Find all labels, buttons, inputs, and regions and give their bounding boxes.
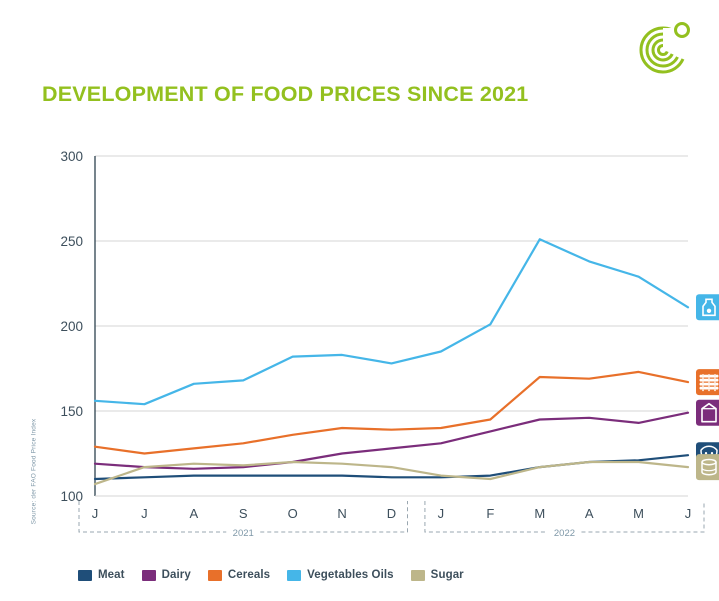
wheat-grain-l-1-2 [705,382,709,386]
sugar-jar-body [701,462,717,476]
x-axis-tick-1: J [141,506,148,521]
wheat-ears-icon [696,369,719,396]
x-axis-tick-0: J [92,506,99,521]
legend-swatch-vegetables-oils [287,569,302,581]
x-axis-tick-8: F [486,506,494,521]
year-label-0: 2021 [233,528,254,539]
fao-logo [637,18,695,76]
chart-legend: Meat Dairy Cereals Vegetables Oils Sugar [78,569,481,581]
wheat-grain-l-0-1 [699,378,703,382]
milk-carton-icon [696,399,719,426]
sugar-jar-level [701,467,717,472]
wheat-grain-l-1-0 [705,374,709,378]
legend-label-dairy: Dairy [161,569,191,581]
wheat-grain-r-2-0 [715,374,719,378]
y-axis-tick-100: 100 [60,489,83,504]
chart-container: 100 150 200 250 300 J J A S O N D J F M A M J 2021 2022 [0,130,719,550]
wheat-grain-l-1-1 [705,378,709,382]
legend-item-dairy: Dairy [141,569,191,581]
wheat-grain-l-2-1 [711,378,715,382]
year-bracket-1 [424,501,705,533]
x-axis-tick-9: M [534,506,545,521]
x-axis-tick-2: A [189,506,198,521]
legend-label-vegetables-oils: Vegetables Oils [307,569,394,581]
oil-bottle-icon-bg [696,294,719,321]
milk-carton-shape [701,402,717,423]
x-axis-tick-5: N [337,506,346,521]
legend-item-sugar: Sugar [410,569,464,581]
y-axis-tick-250: 250 [60,234,83,249]
y-axis-tick-200: 200 [60,319,83,334]
legend-swatch-dairy [141,569,156,581]
series-line-cereals [93,370,690,455]
x-axis-tick-12: J [685,506,692,521]
x-axis-tick-3: S [239,506,248,521]
series-line-sugar [93,460,690,486]
x-axis-tick-7: J [438,506,445,521]
wheat-grain-r-2-1 [715,378,719,382]
wheat-grain-l-2-2 [711,382,715,386]
sugar-jar-icon [696,454,719,481]
x-axis-tick-10: A [585,506,594,521]
legend-item-vegetables-oils: Vegetables Oils [287,569,394,581]
year-bracket-0 [78,501,408,533]
legend-item-meat: Meat [78,569,125,581]
series-line-vegetables-oils [93,238,690,406]
oil-bottle-icon [696,294,719,321]
y-axis-tick-150: 150 [60,404,83,419]
cow-eye-right [710,452,714,455]
legend-item-cereals: Cereals [207,569,271,581]
x-axis-tick-6: D [387,506,396,521]
wheat-grain-r-2-2 [715,382,719,386]
x-axis-tick-11: M [633,506,644,521]
wheat-grain-l-0-3 [699,386,703,390]
page-title: DEVELOPMENT OF FOOD PRICES SINCE 2021 [42,82,529,106]
wheat-grain-r-2-3 [715,386,719,390]
logo-dot [674,22,690,38]
legend-label-cereals: Cereals [227,569,271,581]
wheat-grain-l-1-3 [705,386,709,390]
oil-bottle-drop [706,308,712,313]
wheat-grain-l-2-3 [711,386,715,390]
legend-label-sugar: Sugar [430,569,464,581]
series-line-dairy [93,411,690,470]
wheat-grain-l-2-0 [711,374,715,378]
wheat-grain-l-0-2 [699,382,703,386]
year-label-1: 2022 [554,528,575,539]
cow-eye-left [704,452,708,455]
legend-swatch-cereals [207,569,222,581]
legend-swatch-meat [78,569,92,581]
oil-bottle-shape [702,298,716,317]
line-chart: 100 150 200 250 300 J J A S O N D J F M A M J 2021 2022 [60,149,719,539]
wheat-grain-l-0-0 [699,374,703,378]
legend-swatch-sugar [410,569,425,581]
legend-label-meat: Meat [98,569,125,581]
y-axis-tick-300: 300 [60,149,83,164]
x-axis-tick-4: O [288,506,298,521]
